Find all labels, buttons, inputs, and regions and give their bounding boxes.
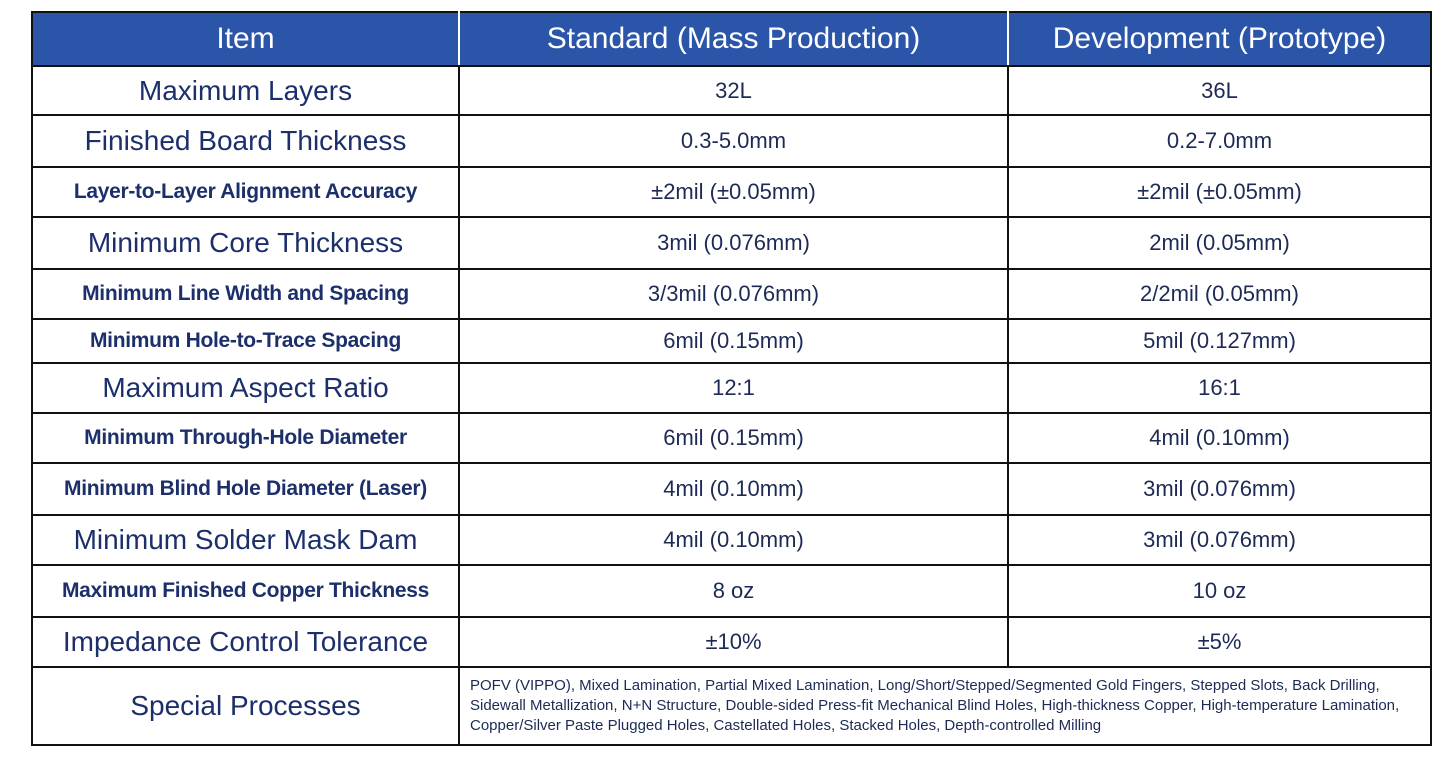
- standard-cell: 0.3-5.0mm: [458, 114, 1009, 168]
- table-row: Minimum Through-Hole Diameter 6mil (0.15…: [31, 412, 1432, 464]
- standard-cell: 6mil (0.15mm): [458, 412, 1009, 464]
- development-cell: 3mil (0.076mm): [1007, 514, 1432, 566]
- item-cell: Impedance Control Tolerance: [31, 616, 460, 668]
- table-row: Maximum Aspect Ratio 12:1 16:1: [31, 362, 1432, 414]
- development-cell: ±2mil (±0.05mm): [1007, 166, 1432, 218]
- header-development: Development (Prototype): [1008, 12, 1431, 67]
- development-cell: 16:1: [1007, 362, 1432, 414]
- development-cell: 2/2mil (0.05mm): [1007, 268, 1432, 320]
- special-processes-row: Special Processes POFV (VIPPO), Mixed La…: [31, 666, 1432, 746]
- standard-cell: ±2mil (±0.05mm): [458, 166, 1009, 218]
- standard-cell: 3mil (0.076mm): [458, 216, 1009, 270]
- development-cell: 5mil (0.127mm): [1007, 318, 1432, 364]
- development-cell: 0.2-7.0mm: [1007, 114, 1432, 168]
- item-cell: Minimum Line Width and Spacing: [31, 268, 460, 320]
- item-cell: Minimum Core Thickness: [31, 216, 460, 270]
- standard-cell: 4mil (0.10mm): [458, 514, 1009, 566]
- item-cell: Maximum Layers: [31, 65, 460, 116]
- item-cell: Layer-to-Layer Alignment Accuracy: [31, 166, 460, 218]
- development-cell: 2mil (0.05mm): [1007, 216, 1432, 270]
- development-cell: 3mil (0.076mm): [1007, 462, 1432, 516]
- standard-cell: 6mil (0.15mm): [458, 318, 1009, 364]
- item-cell: Finished Board Thickness: [31, 114, 460, 168]
- spec-table: Item Standard (Mass Production) Developm…: [31, 11, 1432, 746]
- item-cell: Maximum Aspect Ratio: [31, 362, 460, 414]
- item-cell: Minimum Hole-to-Trace Spacing: [31, 318, 460, 364]
- development-cell: 36L: [1007, 65, 1432, 116]
- header-standard: Standard (Mass Production): [459, 12, 1009, 67]
- standard-cell: 32L: [458, 65, 1009, 116]
- standard-cell: 12:1: [458, 362, 1009, 414]
- header-row: Item Standard (Mass Production) Developm…: [32, 12, 1431, 67]
- standard-cell: 8 oz: [458, 564, 1009, 618]
- table-row: Minimum Hole-to-Trace Spacing 6mil (0.15…: [31, 318, 1432, 364]
- table-row: Minimum Core Thickness 3mil (0.076mm) 2m…: [31, 216, 1432, 270]
- development-cell: 10 oz: [1007, 564, 1432, 618]
- standard-cell: ±10%: [458, 616, 1009, 668]
- item-cell: Minimum Blind Hole Diameter (Laser): [31, 462, 460, 516]
- special-processes-text: POFV (VIPPO), Mixed Lamination, Partial …: [458, 666, 1432, 746]
- header-item: Item: [32, 12, 460, 67]
- table-row: Minimum Blind Hole Diameter (Laser) 4mil…: [31, 462, 1432, 516]
- table-row: Maximum Finished Copper Thickness 8 oz 1…: [31, 564, 1432, 618]
- item-cell: Maximum Finished Copper Thickness: [31, 564, 460, 618]
- standard-cell: 3/3mil (0.076mm): [458, 268, 1009, 320]
- item-cell: Minimum Solder Mask Dam: [31, 514, 460, 566]
- development-cell: 4mil (0.10mm): [1007, 412, 1432, 464]
- table-row: Maximum Layers 32L 36L: [31, 65, 1432, 116]
- table-row: Impedance Control Tolerance ±10% ±5%: [31, 616, 1432, 668]
- standard-cell: 4mil (0.10mm): [458, 462, 1009, 516]
- table-row: Minimum Solder Mask Dam 4mil (0.10mm) 3m…: [31, 514, 1432, 566]
- item-cell: Minimum Through-Hole Diameter: [31, 412, 460, 464]
- development-cell: ±5%: [1007, 616, 1432, 668]
- table-row: Layer-to-Layer Alignment Accuracy ±2mil …: [31, 166, 1432, 218]
- table-row: Minimum Line Width and Spacing 3/3mil (0…: [31, 268, 1432, 320]
- table-row: Finished Board Thickness 0.3-5.0mm 0.2-7…: [31, 114, 1432, 168]
- special-processes-label: Special Processes: [31, 666, 460, 746]
